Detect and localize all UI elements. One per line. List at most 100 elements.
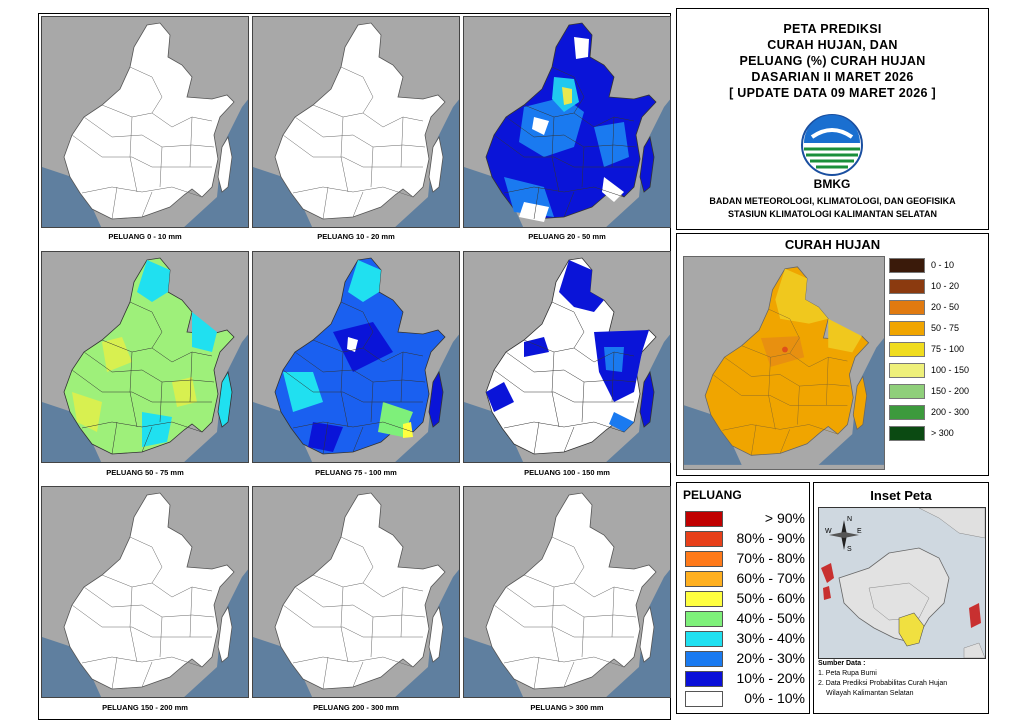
source-item-1: 1. Peta Rupa Bumi [818, 670, 877, 677]
bmkg-logo: BMKG [800, 113, 864, 193]
compass-s: S [847, 546, 852, 553]
bmkg-logo-text: BMKG [813, 177, 851, 191]
peluang-panel: PELUANG > 90% 80% - 90% 70% - 80% 60% - 70%… [676, 482, 810, 714]
map-label-5: PELUANG 75 - 100 mm [315, 468, 397, 477]
peluang-legend-item: 50% - 60% [685, 590, 807, 608]
legend-swatch [889, 321, 925, 336]
peluang-legend-item: 80% - 90% [685, 530, 807, 548]
legend-swatch [889, 342, 925, 357]
map-label-1: PELUANG 0 - 10 mm [108, 232, 182, 241]
source-item-2: 2. Data Prediksi Probabilitas Curah Huja… [818, 680, 948, 687]
legend-label: 70% - 80% [736, 550, 805, 566]
curah-hujan-legend-item: 0 - 10 [889, 258, 984, 274]
map-panel-7 [41, 486, 249, 698]
peluang-legend-item: 20% - 30% [685, 650, 807, 668]
map-label-3: PELUANG 20 - 50 mm [528, 232, 606, 241]
map-panel-8 [252, 486, 460, 698]
curah-hujan-map [683, 256, 885, 470]
inset-panel: Inset Peta N S E W Sumber Data : 1. Peta… [813, 482, 989, 714]
legend-swatch [685, 591, 723, 607]
legend-label: 10% - 20% [736, 670, 805, 686]
source-item-3: Wilayah Kalimantan Selatan [826, 690, 914, 697]
curah-hujan-panel: CURAH HUJAN 0 - 10 10 - 20 20 - 50 50 - 75 7… [676, 233, 989, 476]
legend-label: 20% - 30% [736, 650, 805, 666]
legend-label: 50 - 75 [931, 323, 960, 333]
legend-swatch [685, 671, 723, 687]
legend-label: 0% - 10% [744, 690, 805, 706]
legend-label: 0 - 10 [931, 260, 955, 270]
map-label-7: PELUANG 150 - 200 mm [102, 703, 188, 712]
legend-swatch [889, 426, 925, 441]
map-panel-4 [41, 251, 249, 463]
peluang-legend-item: 0% - 10% [685, 690, 807, 708]
legend-swatch [889, 384, 925, 399]
curah-hujan-legend-item: 50 - 75 [889, 321, 984, 337]
legend-label: 50% - 60% [736, 590, 805, 606]
legend-swatch [685, 571, 723, 587]
map-label-6: PELUANG 100 - 150 mm [524, 468, 610, 477]
curah-hujan-title: CURAH HUJAN [784, 237, 881, 252]
station-name: STASIUN KLIMATOLOGI KALIMANTAN SELATAN [728, 209, 937, 219]
map-panel-5 [252, 251, 460, 463]
peluang-legend-item: 60% - 70% [685, 570, 807, 588]
compass-e: E [857, 528, 862, 535]
peluang-legend-item: 10% - 20% [685, 670, 807, 688]
legend-swatch [889, 363, 925, 378]
map-panel-3 [463, 16, 671, 228]
map-label-2: PELUANG 10 - 20 mm [317, 232, 395, 241]
map-label-4: PELUANG 50 - 75 mm [106, 468, 184, 477]
title-line-5: [ UPDATE DATA 09 MARET 2026 ] [729, 86, 936, 100]
map-panel-2 [252, 16, 460, 228]
title-panel: PETA PREDIKSI CURAH HUJAN, DAN PELUANG (… [676, 8, 989, 230]
curah-hujan-legend-item: > 300 [889, 426, 984, 442]
legend-label: 200 - 300 [931, 407, 970, 417]
map-panel-9 [463, 486, 671, 698]
legend-label: 40% - 50% [736, 610, 805, 626]
title-line-4: DASARIAN II MARET 2026 [751, 70, 914, 84]
legend-swatch [685, 551, 723, 567]
legend-label: > 90% [764, 510, 805, 526]
map-label-8: PELUANG 200 - 300 mm [313, 703, 399, 712]
peluang-legend-item: > 90% [685, 510, 807, 528]
legend-swatch [685, 691, 723, 707]
legend-label: 100 - 150 [931, 365, 970, 375]
curah-hujan-legend-item: 150 - 200 [889, 384, 984, 400]
curah-hujan-legend-item: 20 - 50 [889, 300, 984, 316]
map-label-9: PELUANG > 300 mm [530, 703, 604, 712]
title-line-3: PELUANG (%) CURAH HUJAN [739, 54, 926, 68]
legend-swatch [685, 511, 723, 527]
legend-swatch [889, 300, 925, 315]
legend-swatch [685, 531, 723, 547]
title-line-2: CURAH HUJAN, DAN [767, 38, 898, 52]
compass-icon: N S E W [825, 516, 862, 553]
curah-hujan-legend-item: 200 - 300 [889, 405, 984, 421]
peluang-legend-item: 40% - 50% [685, 610, 807, 628]
legend-label: 10 - 20 [931, 281, 960, 291]
legend-swatch [889, 258, 925, 273]
compass-w: W [825, 528, 832, 535]
title-line-1: PETA PREDIKSI [783, 22, 882, 36]
curah-hujan-legend-item: 10 - 20 [889, 279, 984, 295]
legend-swatch [889, 405, 925, 420]
curah-hujan-legend-item: 75 - 100 [889, 342, 984, 358]
legend-swatch [889, 279, 925, 294]
legend-label: 80% - 90% [736, 530, 805, 546]
legend-label: 30% - 40% [736, 630, 805, 646]
inset-title: Inset Peta [870, 488, 932, 503]
legend-label: > 300 [931, 428, 954, 438]
inset-map: N S E W [818, 507, 986, 659]
map-panel-1 [41, 16, 249, 228]
legend-label: 20 - 50 [931, 302, 960, 312]
curah-hujan-legend-item: 100 - 150 [889, 363, 984, 379]
legend-swatch [685, 651, 723, 667]
map-panel-6 [463, 251, 671, 463]
legend-label: 60% - 70% [736, 570, 805, 586]
source-title: Sumber Data : [818, 660, 866, 667]
legend-label: 150 - 200 [931, 386, 970, 396]
peluang-title: PELUANG [683, 488, 742, 502]
compass-n: N [847, 516, 853, 523]
legend-swatch [685, 611, 723, 627]
peluang-legend-item: 70% - 80% [685, 550, 807, 568]
legend-swatch [685, 631, 723, 647]
agency-name: BADAN METEOROLOGI, KLIMATOLOGI, DAN GEOF… [709, 196, 956, 206]
